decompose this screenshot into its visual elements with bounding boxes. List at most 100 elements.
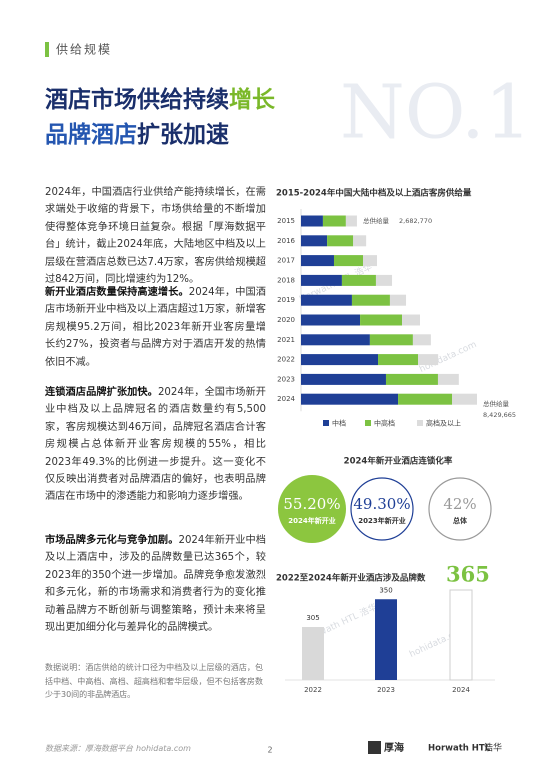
chart-title: 2015-2024年中国大陆中档及以上酒店客房供给量: [276, 188, 472, 199]
bar-segment: [412, 334, 431, 346]
category-label: 2024: [452, 686, 470, 694]
category-label: 2022: [277, 356, 295, 364]
bar-segment: [452, 393, 477, 405]
logo: 浩华: [484, 742, 502, 754]
rate-circle: [350, 477, 414, 541]
value-label: 305: [306, 614, 319, 622]
bar-segment: [418, 354, 439, 366]
bar-segment: [369, 334, 413, 346]
legend-label: 中高档: [374, 419, 395, 428]
annotation-value: 2,682,770: [399, 217, 432, 225]
page-number: 2: [267, 746, 272, 755]
paragraph: 新开业酒店数量保持高速增长。2024年，中国酒店市场新开业中档及以上酒店超过1万…: [45, 284, 266, 371]
paragraph-text: 2024年，中国酒店市场新开业中档及以上酒店超过1万家，新增客房规模95.2万间…: [45, 287, 266, 368]
category-label: 2022: [304, 686, 322, 694]
bar-segment: [301, 274, 342, 286]
title: 酒店市场供给持续增长: [45, 86, 276, 113]
value-label: 55.20%: [283, 495, 340, 513]
bar-segment: [402, 314, 421, 326]
source: 数据来源：厚海数据平台 hohidata.com: [45, 744, 191, 753]
rate-circle: [428, 477, 492, 541]
paragraph: 2024年，中国酒店行业供给产能持续增长，在需求端处于收缩的背景下，市场供给量的…: [45, 184, 266, 288]
bar-segment: [301, 294, 352, 306]
paragraph-text: 2024年，中国酒店行业供给产能持续增长，在需求端处于收缩的背景下，市场供给量的…: [45, 187, 266, 286]
legend-label: 高档及以上: [426, 419, 461, 428]
paragraph: 市场品牌多元化与竞争加剧。2024年新开业中档及以上酒店中，涉及的品牌数量已达3…: [45, 532, 266, 636]
bar-segment: [301, 393, 399, 405]
bar: [375, 599, 397, 680]
highlight-value: 365: [446, 562, 490, 587]
paragraph-lead: 连锁酒店品牌扩张加快。: [45, 387, 158, 398]
title: 品牌酒店扩张加速: [45, 121, 229, 148]
bar-segment: [301, 314, 361, 326]
bar-segment: [389, 294, 407, 306]
bar-segment: [322, 215, 346, 227]
annotation-text: 总供给量: [483, 399, 510, 408]
bar-segment: [341, 274, 376, 286]
legend-label: 中档: [332, 419, 346, 428]
category-label: 2018: [277, 276, 295, 284]
logo: 厚海: [384, 741, 404, 754]
value-label: 42%: [443, 495, 476, 513]
title-highlight: 品牌酒店: [45, 121, 137, 148]
bar: [449, 589, 473, 681]
bar-segment: [301, 255, 334, 267]
section-marker: [45, 42, 49, 57]
category-label: 2024: [277, 395, 295, 403]
source-label: 数据来源：: [45, 744, 85, 753]
rate-circle: [278, 475, 346, 543]
paragraph: 连锁酒店品牌扩张加快。2024年，全国市场新开业中档及以上品牌冠名的酒店数量约有…: [45, 384, 266, 506]
bar-segment: [363, 255, 377, 267]
title-highlight: 增长: [229, 86, 276, 113]
bar-segment: [398, 393, 453, 405]
bar: [302, 627, 324, 680]
legend-swatch: [323, 420, 329, 426]
annotation-value: 8,429,665: [483, 411, 516, 419]
paragraph-text: 2024年新开业中档及以上酒店中，涉及的品牌数量已达365个，较2023年的35…: [45, 535, 266, 634]
bar-segment: [351, 294, 390, 306]
category-label: 2023: [277, 375, 295, 383]
title-text: 扩张加速: [137, 121, 229, 148]
watermark: NO.1: [340, 69, 532, 155]
category-label: 总体: [453, 516, 468, 525]
title-text: 酒店市场供给持续: [45, 86, 229, 113]
bar-segment: [353, 235, 367, 247]
category-label: 2017: [277, 257, 295, 265]
bar-segment: [345, 215, 357, 227]
annotation-text: 总供给量: [363, 216, 390, 225]
category-label: 2015: [277, 217, 295, 225]
chart-title: 2024年新开业酒店连锁化率: [344, 456, 453, 467]
bar-segment: [385, 373, 438, 385]
bar-segment: [360, 314, 403, 326]
logo-icon: [368, 741, 381, 754]
section-label: 供给规模: [56, 42, 112, 57]
legend-swatch: [365, 420, 371, 426]
category-label: 2020: [277, 316, 295, 324]
category-label: 2024年新开业: [288, 516, 335, 525]
bar-segment: [327, 235, 354, 247]
chart-title: 2022至2024年新开业酒店涉及品牌数: [276, 573, 426, 584]
source-name: 厚海数据平台: [85, 744, 134, 753]
category-label: 2019: [277, 296, 295, 304]
category-label: 2016: [277, 237, 295, 245]
paragraph-lead: 新开业酒店数量保持高速增长。: [45, 287, 189, 298]
paragraph-text: 2024年，全国市场新开业中档及以上品牌冠名的酒店数量约有5,500家，客房规模…: [45, 387, 266, 503]
category-label: 2023年新开业: [358, 516, 405, 525]
category-label: 2021: [277, 336, 295, 344]
bar-segment: [301, 354, 379, 366]
bar-segment: [301, 334, 370, 346]
bar-segment: [437, 373, 459, 385]
paragraph-lead: 市场品牌多元化与竞争加剧。: [45, 535, 179, 546]
data-note: 数据说明：酒店供给的统计口径为中档及以上层级的酒店，包括中档、中高档、高档、超高…: [45, 663, 263, 699]
logo: Horwath HTL: [428, 744, 491, 754]
source-url: hohidata.com: [136, 744, 191, 753]
bar-segment: [333, 255, 364, 267]
legend-swatch: [417, 420, 423, 426]
value-label: 49.30%: [353, 495, 410, 513]
bar-segment: [301, 215, 323, 227]
bar-segment: [378, 354, 419, 366]
bar-segment: [301, 373, 386, 385]
value-label: 350: [379, 586, 392, 594]
